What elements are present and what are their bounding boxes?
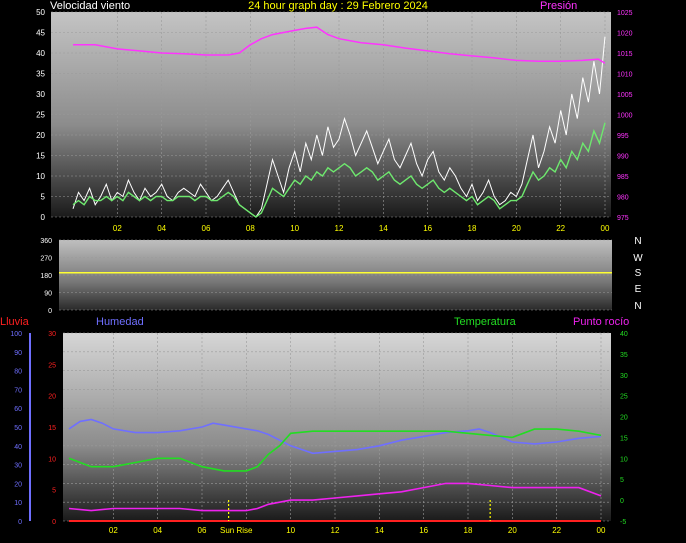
hour-tick: 12 <box>331 526 340 535</box>
humidity-tick: 90 <box>14 350 22 357</box>
hour-tick: 00 <box>601 224 610 233</box>
wind-speed-tick: 0 <box>41 213 46 222</box>
temperature-tick: 30 <box>620 373 628 380</box>
dewpoint-line <box>68 482 602 512</box>
hour-tick: 18 <box>468 224 477 233</box>
hour-tick: 02 <box>113 224 122 233</box>
wind-speed-tick: 15 <box>36 152 45 161</box>
hour-tick: 04 <box>153 526 162 535</box>
wind-speed-tick: 40 <box>36 49 45 58</box>
temperature-tick: 10 <box>620 456 628 463</box>
direction-tick: 270 <box>40 256 52 263</box>
hour-tick: 22 <box>552 526 561 535</box>
hour-tick: 04 <box>157 224 166 233</box>
rain-tick: 25 <box>48 362 56 369</box>
humidity-tick: 50 <box>14 425 22 432</box>
direction-tick: 360 <box>40 238 52 245</box>
hour-tick: 10 <box>290 224 299 233</box>
wind-speed-tick: 45 <box>36 29 45 38</box>
humidity-tick: 100 <box>10 331 22 338</box>
hour-tick: 16 <box>419 526 428 535</box>
hour-tick: 12 <box>335 224 344 233</box>
wind-average-line <box>72 122 606 218</box>
pressure-line <box>73 26 606 64</box>
humidity-tick: 20 <box>14 481 22 488</box>
temperature-tick: 25 <box>620 394 628 401</box>
temperature-tick: 40 <box>620 331 628 338</box>
humidity-tick: 60 <box>14 406 22 413</box>
temperature-tick: 15 <box>620 435 628 442</box>
hour-tick: 02 <box>109 526 118 535</box>
compass-label: N <box>634 236 641 247</box>
hour-tick: 10 <box>286 526 295 535</box>
wind-gust-line <box>72 36 606 218</box>
temperature-tick: -5 <box>620 519 626 526</box>
pressure-tick: 990 <box>617 154 629 161</box>
direction-tick: 180 <box>40 273 52 280</box>
temperature-label: Temperatura <box>454 316 517 328</box>
wind-speed-tick: 35 <box>36 70 45 79</box>
pressure-tick: 1000 <box>617 113 633 120</box>
compass-label: N <box>634 301 641 312</box>
hour-tick: 14 <box>375 526 384 535</box>
humidity-tick: 80 <box>14 369 22 376</box>
temperature-tick: 20 <box>620 415 628 422</box>
rain-tick: 5 <box>52 488 56 495</box>
dewpoint-label: Punto rocío <box>573 316 629 328</box>
hour-tick: 22 <box>556 224 565 233</box>
pressure-tick: 975 <box>617 215 629 222</box>
hour-tick: 16 <box>423 224 432 233</box>
wind-speed-label: Velocidad viento <box>50 0 130 12</box>
pressure-tick: 995 <box>617 133 629 140</box>
rain-tick: 0 <box>52 519 56 526</box>
hour-tick: 00 <box>597 526 606 535</box>
pressure-tick: 980 <box>617 195 629 202</box>
pressure-tick: 1005 <box>617 92 633 99</box>
direction-tick: 0 <box>48 308 52 315</box>
rain-label: Lluvia <box>0 316 30 328</box>
humidity-tick: 10 <box>14 500 22 507</box>
pressure-tick: 1010 <box>617 72 633 79</box>
humidity-tick: 30 <box>14 463 22 470</box>
hour-tick: 14 <box>379 224 388 233</box>
humidity-tick: 70 <box>14 387 22 394</box>
hour-tick: 18 <box>464 526 473 535</box>
temperature-tick: 5 <box>620 477 624 484</box>
temperature-tick: 0 <box>620 498 624 505</box>
rain-tick: 20 <box>48 394 56 401</box>
rain-tick: 30 <box>48 331 56 338</box>
hour-tick: 06 <box>202 224 211 233</box>
wind-speed-tick: 5 <box>41 193 46 202</box>
wind-speed-tick: 50 <box>36 8 45 17</box>
temperature-tick: 35 <box>620 352 628 359</box>
pressure-tick: 1025 <box>617 10 633 17</box>
rain-tick: 15 <box>48 425 56 432</box>
wind-speed-tick: 20 <box>36 131 45 140</box>
rain-tick: 10 <box>48 456 56 463</box>
humidity-tick: 40 <box>14 444 22 451</box>
hour-tick: 20 <box>508 526 517 535</box>
chart-title: 24 hour graph day : 29 Febrero 2024 <box>248 0 428 12</box>
compass-label: S <box>635 268 642 279</box>
humidity-label: Humedad <box>96 316 144 328</box>
humidity-line <box>68 418 602 455</box>
pressure-tick: 985 <box>617 174 629 181</box>
compass-label: W <box>633 253 643 264</box>
pressure-tick: 1015 <box>617 51 633 58</box>
sunrise-annotation: Sun Rise <box>220 526 253 535</box>
temperature-line <box>68 428 602 472</box>
hour-tick: 08 <box>246 224 255 233</box>
direction-tick: 90 <box>44 291 52 298</box>
hour-tick: 06 <box>198 526 207 535</box>
wind-speed-tick: 25 <box>36 111 45 120</box>
wind-speed-tick: 30 <box>36 90 45 99</box>
compass-label: E <box>635 284 642 295</box>
hour-tick: 20 <box>512 224 521 233</box>
wind-speed-tick: 10 <box>36 172 45 181</box>
pressure-label: Presión <box>540 0 577 12</box>
humidity-tick: 0 <box>18 519 22 526</box>
pressure-tick: 1020 <box>617 31 633 38</box>
